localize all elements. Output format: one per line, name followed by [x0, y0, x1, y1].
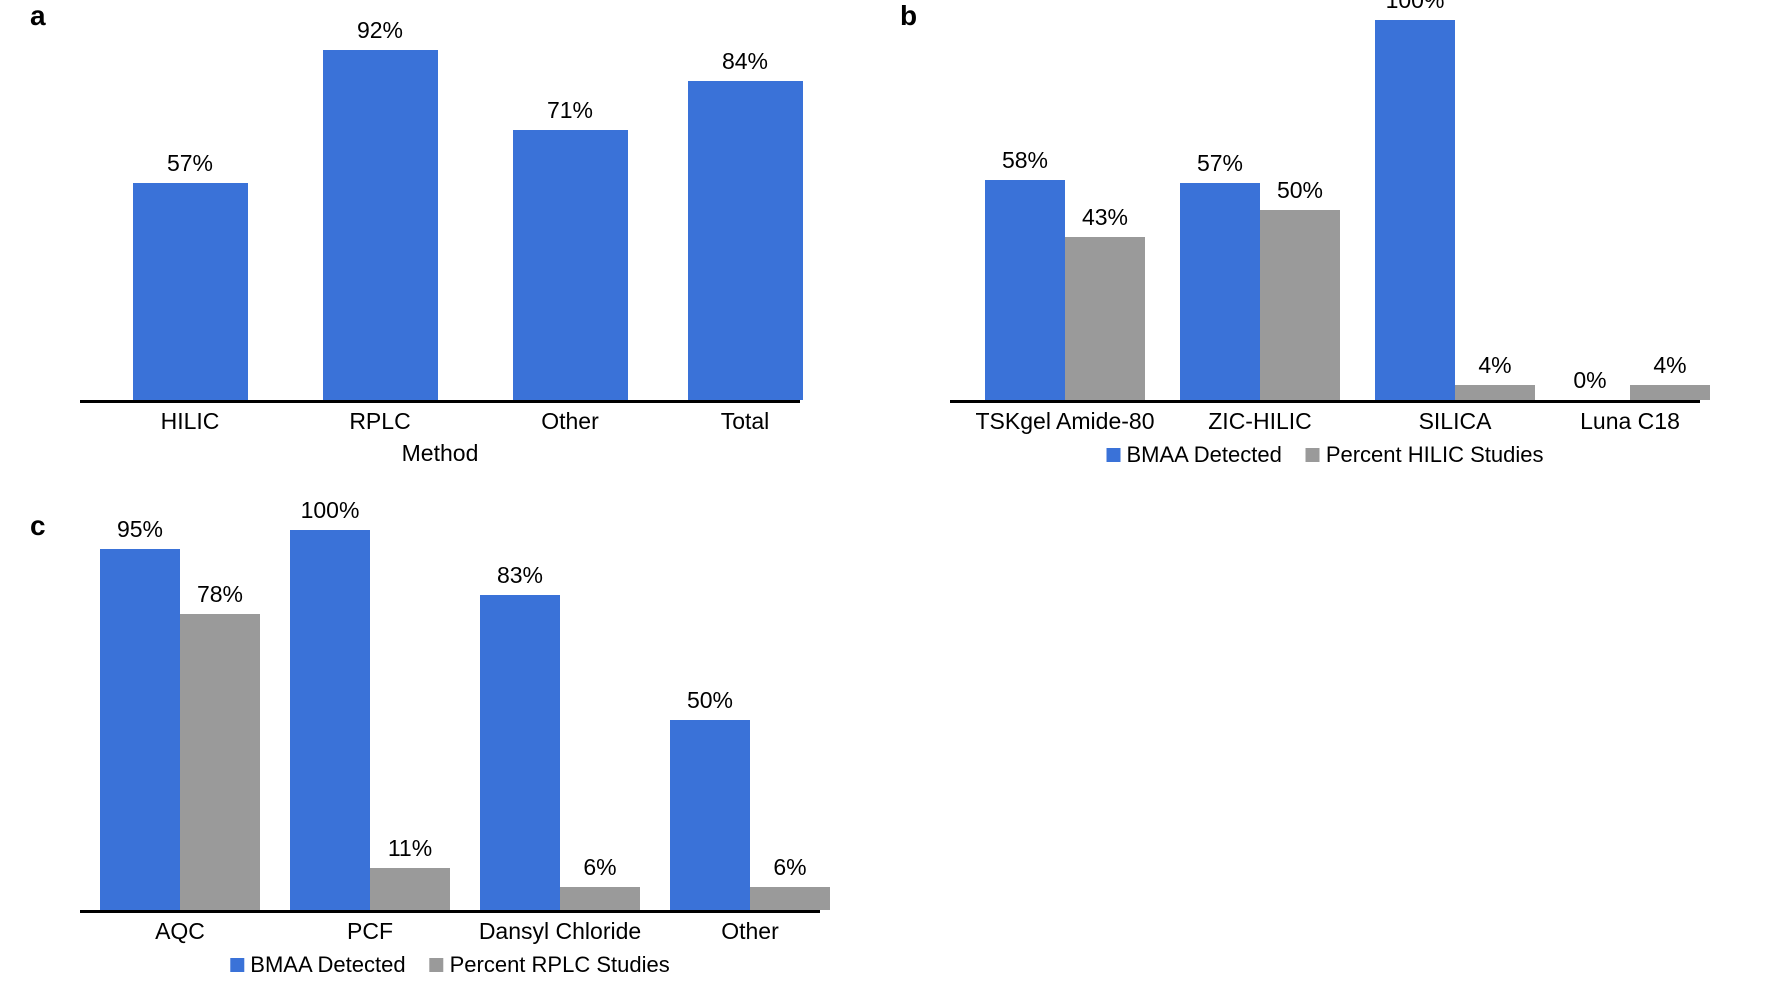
legend-label: Percent RPLC Studies [450, 952, 670, 978]
legend-item: Percent HILIC Studies [1306, 442, 1544, 468]
legend-label: BMAA Detected [250, 952, 405, 978]
bar-group [985, 180, 1145, 400]
legend-item: Percent RPLC Studies [430, 952, 670, 978]
panel-a-label: a [30, 0, 46, 32]
bar-group [133, 183, 248, 400]
legend-swatch [230, 958, 244, 972]
legend-label: BMAA Detected [1127, 442, 1282, 468]
panel-a-xaxis-label: Method [402, 440, 479, 467]
category-label: AQC [155, 918, 205, 945]
category-label: PCF [347, 918, 393, 945]
value-label: 58% [1002, 147, 1048, 174]
chart-bar [133, 183, 248, 400]
value-label: 71% [547, 97, 593, 124]
value-label: 57% [167, 150, 213, 177]
bar-group [670, 720, 830, 910]
chart-bar [100, 549, 180, 910]
value-label: 95% [117, 516, 163, 543]
chart-bar [290, 530, 370, 910]
chart-bar [513, 130, 628, 400]
bar-group [1375, 20, 1535, 400]
value-label: 100% [1386, 0, 1445, 14]
legend-item: BMAA Detected [230, 952, 405, 978]
chart-bar [1455, 385, 1535, 400]
legend-swatch [1107, 448, 1121, 462]
chart-bar [750, 887, 830, 910]
chart-bar [560, 887, 640, 910]
category-label: RPLC [349, 408, 410, 435]
legend-label: Percent HILIC Studies [1326, 442, 1544, 468]
bar-group [688, 81, 803, 400]
value-label: 4% [1653, 352, 1686, 379]
category-label: HILIC [161, 408, 220, 435]
panel-b-label: b [900, 0, 917, 32]
bar-group [290, 530, 450, 910]
bar-group [100, 549, 260, 910]
legend-swatch [1306, 448, 1320, 462]
chart-bar [1630, 385, 1710, 400]
value-label: 84% [722, 48, 768, 75]
bar-group [513, 130, 628, 400]
value-label: 92% [357, 17, 403, 44]
chart-bar [670, 720, 750, 910]
chart-bar [1375, 20, 1455, 400]
chart-bar [1180, 183, 1260, 400]
panel-c-label: c [30, 510, 46, 542]
category-label: ZIC-HILIC [1208, 408, 1312, 435]
panel-a-plot: 57%HILIC92%RPLC71%Other84%Total [80, 20, 800, 403]
chart-bar [180, 614, 260, 910]
panel-c-plot: 95%78%AQC100%11%PCF83%6%Dansyl Chloride5… [80, 530, 820, 913]
category-label: Other [541, 408, 599, 435]
value-label: 50% [687, 687, 733, 714]
category-label: Total [721, 408, 770, 435]
value-label: 83% [497, 562, 543, 589]
chart-bar [1065, 237, 1145, 400]
bar-group [1180, 183, 1340, 400]
chart-bar [688, 81, 803, 400]
figure-root: a 57%HILIC92%RPLC71%Other84%Total Method… [0, 0, 1772, 993]
category-label: SILICA [1419, 408, 1492, 435]
chart-bar [985, 180, 1065, 400]
bar-group [480, 595, 640, 910]
bar-group [323, 50, 438, 400]
chart-bar [480, 595, 560, 910]
legend-swatch [430, 958, 444, 972]
chart-bar [323, 50, 438, 400]
chart-bar [370, 868, 450, 910]
value-label: 57% [1197, 150, 1243, 177]
panel-b-plot: 58%43%TSKgel Amide-8057%50%ZIC-HILIC100%… [950, 20, 1700, 403]
category-label: TSKgel Amide-80 [976, 408, 1155, 435]
value-label: 100% [301, 497, 360, 524]
panel-b-legend: BMAA Detected Percent HILIC Studies [1107, 442, 1544, 468]
panel-c-legend: BMAA Detected Percent RPLC Studies [230, 952, 669, 978]
bar-group [1550, 385, 1710, 400]
category-label: Other [721, 918, 779, 945]
legend-item: BMAA Detected [1107, 442, 1282, 468]
category-label: Luna C18 [1580, 408, 1680, 435]
chart-bar [1260, 210, 1340, 400]
category-label: Dansyl Chloride [479, 918, 641, 945]
